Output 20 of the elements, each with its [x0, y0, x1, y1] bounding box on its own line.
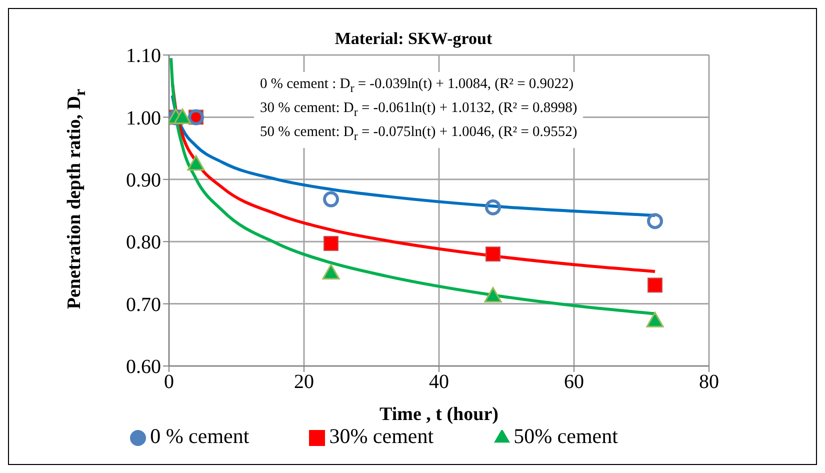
y-tick-label: 1.00	[126, 107, 161, 130]
x-axis-title: Time , t (hour)	[380, 404, 498, 425]
chart-title: Material: SKW-grout	[334, 29, 492, 48]
legend-label: 0 % cement	[150, 424, 250, 448]
y-tick-label: 0.80	[126, 232, 161, 254]
x-tick-label: 0	[164, 371, 174, 394]
annotation: 50 % cement: D$_{r}$ = -0.075ln(t) + 1.0046, (R² = 0.9552)	[260, 122, 578, 145]
equation-box: 0 % cement : D$_{r}$ = -0.039ln(t) + 1.0084, (R² = 0.9022) 30 % cement: D$_{r}$ = -0.061ln(t) + 1.0132, (R² = 0.8998) 50 % cement: D$_{r}$ = -0.075ln(t) + 1.0046, (R² = 0.9552)	[254, 72, 584, 148]
annotation: 0 % cement : D$_{r}$ = -0.039ln(t) + 1.0084, (R² = 0.9022)	[260, 75, 575, 97]
x-tick-label: 40	[429, 371, 449, 394]
legend-label: 50% cement	[514, 424, 618, 448]
y-tick-label: 1.10	[126, 45, 161, 68]
annotation: 30 % cement: D$_{r}$ = -0.061ln(t) + 1.0132, (R² = 0.8998)	[260, 98, 578, 121]
y-tick-label: 0.70	[126, 294, 161, 316]
legend-label: 30% cement	[329, 424, 434, 448]
x-tick-label: 80	[699, 371, 719, 394]
x-tick-label: 60	[564, 371, 584, 394]
y-tick-label: 0.90	[126, 170, 161, 192]
x-tick-label: 20	[294, 371, 314, 394]
y-tick-label: 0.60	[126, 356, 161, 378]
